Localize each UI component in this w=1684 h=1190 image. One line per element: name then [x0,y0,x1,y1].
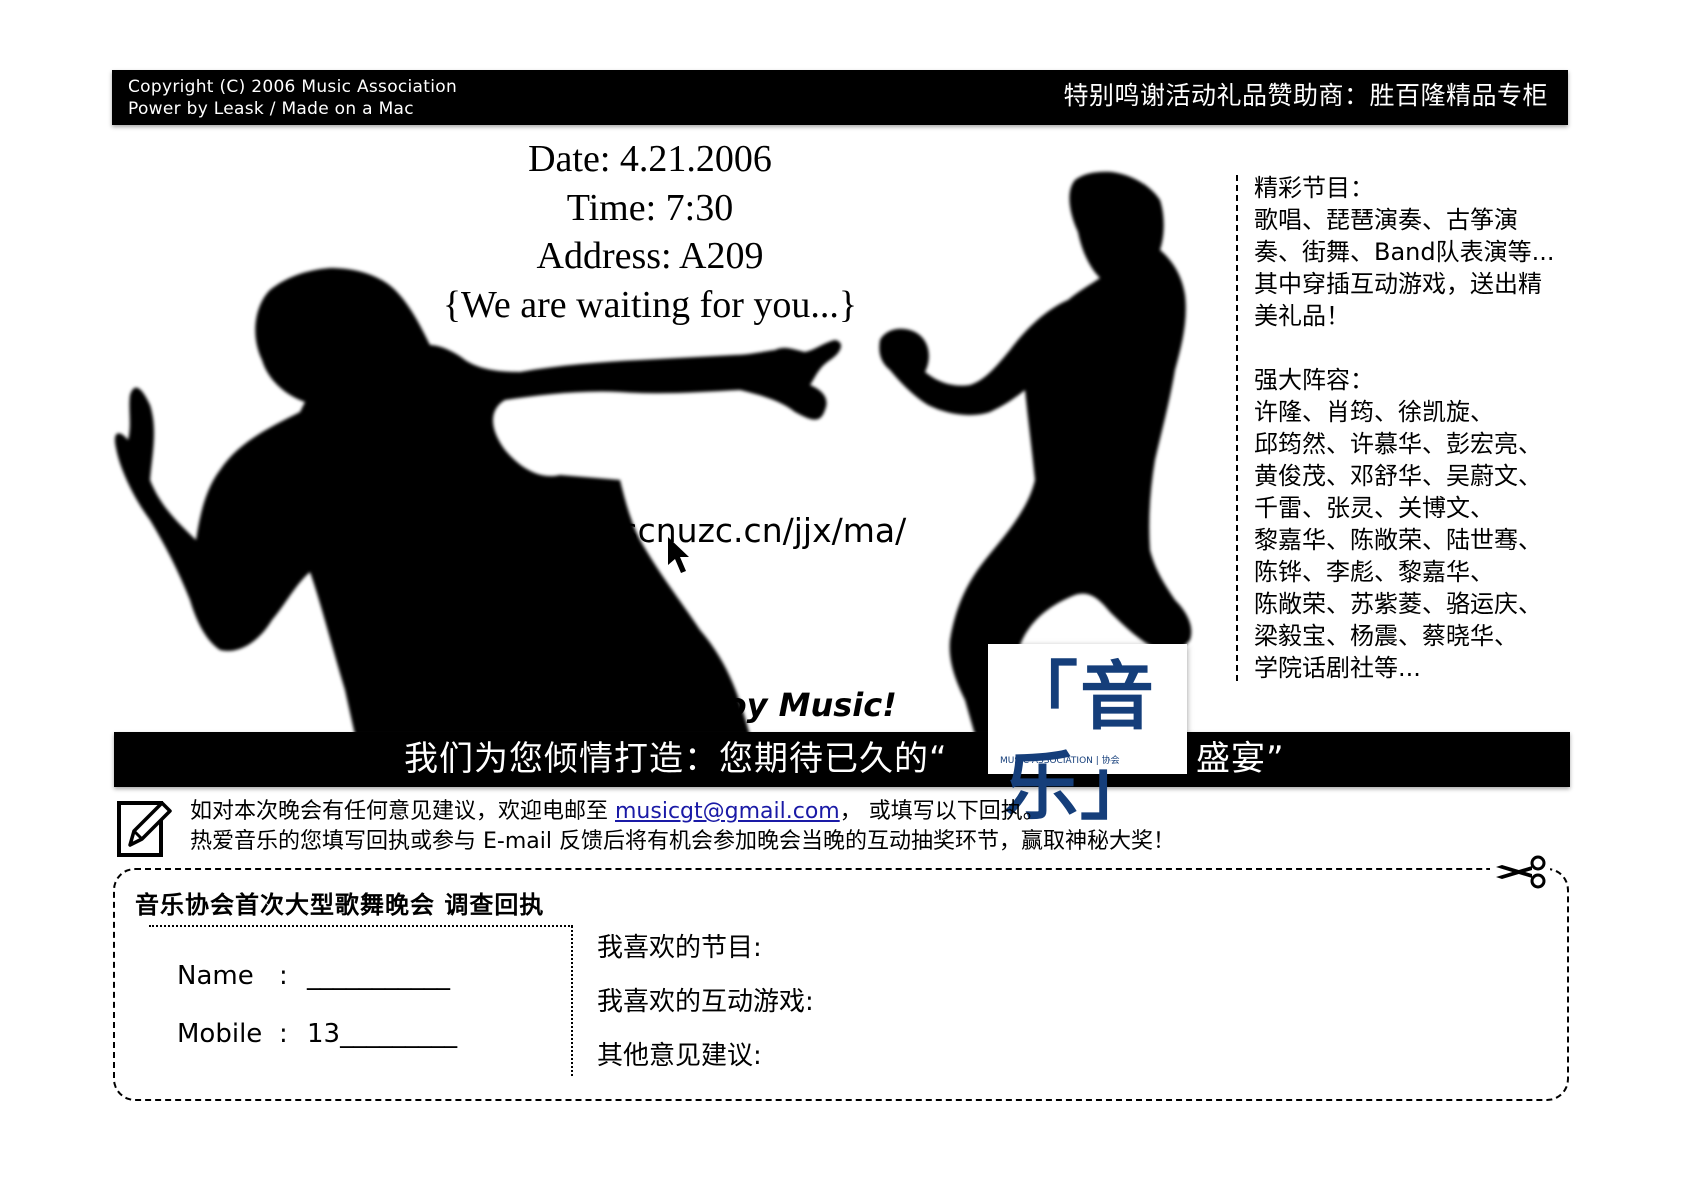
music-association-logo: 「音乐」 MUSIC ASSOCIATION | 协会 [988,644,1187,830]
name-field[interactable]: ___________ [307,961,450,991]
lineup-line: 陈铧、李彪、黎嘉华、 [1254,558,1494,586]
sponsor-text: 特别鸣谢活动礼品赞助商：胜百隆精品专柜 [1063,81,1548,110]
lineup-line: 黎嘉华、陈敞荣、陆世骞、 [1254,526,1542,554]
left-dancer-silhouette [114,268,842,735]
lineup-line: 陈敞荣、苏紫菱、骆运庆、 [1254,590,1542,618]
name-colon: : [279,961,288,991]
favorite-game-field[interactable]: 我喜欢的互动游戏: [597,987,814,1017]
right-dancer-silhouette [879,171,1192,736]
programs-title: 精彩节目： [1254,174,1374,202]
lineup-line: 梁毅宝、杨震、蔡晓华、 [1254,622,1518,650]
lineup-line: 千雷、张灵、关博文、 [1254,494,1494,522]
notice-line-2: 热爱音乐的您填写回执或参与 E-mail 反馈后将有机会参加晚会当晚的互动抽奖环… [190,829,1175,854]
email-link[interactable]: musicgt@gmail.com [615,799,840,824]
other-suggestions-field[interactable]: 其他意见建议: [597,1041,762,1071]
lineup-title: 强大阵容： [1254,366,1374,394]
title-divider [149,925,573,927]
sidebar-text: 精彩节目： 歌唱、琵琶演奏、古筝演 奏、街舞、Band队表演等... 其中穿插互… [1254,172,1555,684]
lineup-line: 学院话剧社等... [1254,654,1421,682]
programs-line: 其中穿插互动游戏，送出精 [1254,270,1542,298]
cursor-icon [668,537,689,573]
sidebar-spacer [1254,332,1555,364]
mobile-colon: : [279,1019,288,1049]
copyright-text: Copyright (C) 2006 Music Association [128,77,458,97]
event-date: Date: 4.21.2006 [528,138,772,180]
slogan-banner: 我们为您倾情打造：您期待已久的“ 盛宴” [114,732,1570,787]
lineup-line: 黄俊茂、邓舒华、吴蔚文、 [1254,462,1542,490]
logo-text: 「音乐」 [1004,654,1156,830]
mobile-label: Mobile [177,1019,263,1049]
form-title: 音乐协会首次大型歌舞晚会 调查回执 [135,891,545,919]
scissors-icon [1490,855,1550,889]
notice-line1-after: ， 或填写以下回执。 [839,799,1045,824]
copyright-block: Copyright (C) 2006 Music Association Pow… [128,76,457,120]
pencil-icon [117,801,172,857]
feedback-notice: 如对本次晚会有任何意见建议，欢迎电邮至 musicgt@gmail.com， 或… [190,797,1175,857]
lineup-line: 许隆、肖筠、徐凯旋、 [1254,398,1494,426]
logo-subtext: MUSIC ASSOCIATION | 协会 [1000,756,1120,766]
mobile-field[interactable]: 13_________ [307,1019,458,1049]
mobile-row: Mobile:13_________ [177,1018,457,1050]
event-tagline: {We are waiting for you...} [442,283,858,326]
slogan-before: 我们为您倾情打造：您期待已久的“ [404,739,948,779]
event-time: Time: 7:30 [566,186,734,229]
name-row: Name: ___________ [177,960,450,992]
column-divider [571,926,573,1076]
website-link[interactable]: www.scnuzc.cn/jjx/ma/ [532,511,907,550]
event-info: Date: 4.21.2006 Time: 7:30 Address: A209… [400,135,900,329]
power-text: Power by Leask / Made on a Mac [128,99,414,119]
program-sidebar: 精彩节目： 歌唱、琵琶演奏、古筝演 奏、街舞、Band队表演等... 其中穿插互… [1236,172,1578,684]
programs-line: 奏、街舞、Band队表演等... [1254,238,1555,266]
favorite-program-field[interactable]: 我喜欢的节目: [597,933,762,963]
lineup-line: 邱筠然、许慕华、彭宏亮、 [1254,430,1542,458]
programs-line: 歌唱、琵琶演奏、古筝演 [1254,206,1518,234]
enjoy-music-text: Enjoy Music! [669,686,897,724]
slogan-after: 盛宴” [1196,739,1285,779]
notice-line1-before: 如对本次晚会有任何意见建议，欢迎电邮至 [190,799,615,824]
survey-form: 音乐协会首次大型歌舞晚会 调查回执 Name: ___________ Mobil… [113,868,1569,1101]
notice-line-1: 如对本次晚会有任何意见建议，欢迎电邮至 musicgt@gmail.com， 或… [190,797,1175,827]
programs-line: 美礼品！ [1254,302,1350,330]
event-address: Address: A209 [536,235,764,277]
top-bar: Copyright (C) 2006 Music Association Pow… [112,70,1568,125]
name-label: Name [177,961,254,991]
